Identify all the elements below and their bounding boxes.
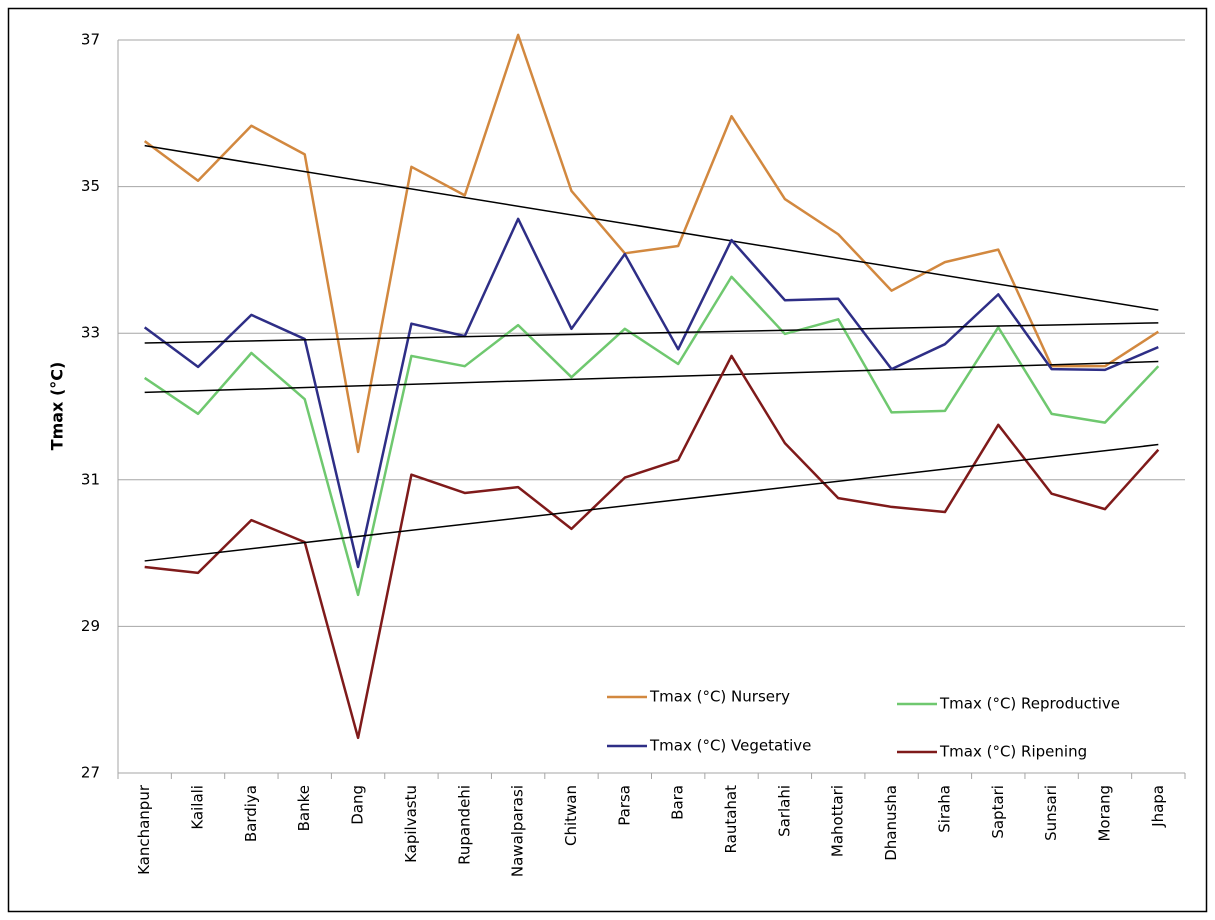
- legend-label: Tmax (°C) Ripening: [939, 743, 1087, 761]
- x-tick-label: Kanchanpur: [135, 784, 153, 875]
- x-tick-label: Saptari: [989, 785, 1007, 839]
- chart-border: [7, 7, 1208, 913]
- series-line: [143, 33, 1160, 454]
- x-tick-label: Jhapa: [1149, 785, 1167, 828]
- x-tick-label: Nawalparasi: [509, 785, 527, 877]
- trendline: [144, 360, 1159, 394]
- legend-label: Tmax (°C) Nursery: [649, 688, 790, 706]
- x-tick-label: Morang: [1095, 785, 1113, 842]
- x-tick-label: Kapilvastu: [402, 785, 420, 863]
- trendline: [144, 443, 1159, 562]
- y-tick-label: 33: [81, 324, 100, 342]
- x-tick-label: Parsa: [615, 785, 633, 826]
- y-tick-label: 27: [81, 764, 100, 782]
- y-tick-label: 29: [81, 617, 100, 635]
- y-tick-label: 37: [81, 31, 100, 49]
- series-line: [143, 275, 1160, 597]
- legend-label: Tmax (°C) Vegetative: [649, 737, 811, 755]
- x-tick-label: Rautahat: [722, 785, 740, 854]
- series-line: [143, 217, 1159, 569]
- y-tick-label: 35: [81, 177, 100, 195]
- x-tick-label: Bardiya: [242, 785, 260, 842]
- x-tick-label: Bara: [669, 785, 687, 820]
- trendline: [144, 144, 1159, 311]
- y-tick-label: 31: [81, 470, 100, 488]
- x-tick-label: Siraha: [935, 785, 953, 833]
- x-tick-label: Rupandehi: [455, 785, 473, 865]
- series-line: [144, 354, 1160, 740]
- x-tick-label: Sunsari: [1042, 785, 1060, 841]
- y-axis-label: Tmax (°C): [48, 362, 67, 451]
- x-tick-label: Sarlahi: [775, 785, 793, 837]
- x-tick-label: Chitwan: [562, 785, 580, 846]
- x-tick-label: Dhanusha: [882, 785, 900, 861]
- trendline: [144, 322, 1159, 344]
- x-tick-label: Dang: [349, 785, 367, 825]
- x-tick-label: Kailali: [189, 785, 207, 830]
- legend-label: Tmax (°C) Reproductive: [939, 695, 1120, 713]
- x-tick-label: Mahottari: [829, 785, 847, 857]
- x-tick-label: Banke: [295, 785, 313, 831]
